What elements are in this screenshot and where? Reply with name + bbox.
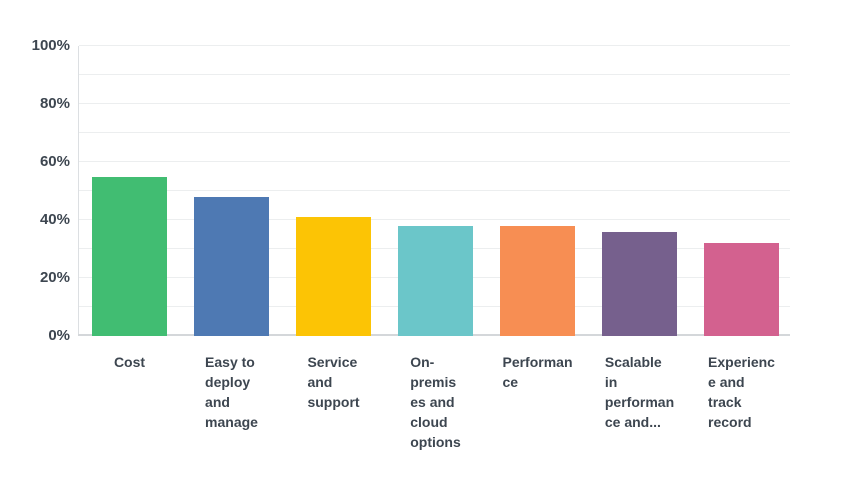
x-category-label-6: Scalable in performan ce and...: [604, 354, 675, 430]
y-tick-label-80: 80%: [39, 95, 70, 112]
x-category-label-4: On- premis es and cloud options: [410, 354, 461, 450]
x-category-label-7: Experienc e and track record: [708, 354, 775, 430]
y-axis-line: [78, 46, 79, 336]
gridline-40: [79, 219, 790, 220]
y-tick-label-100: 100%: [31, 37, 70, 54]
gridline-70: [79, 132, 790, 133]
gridline-50: [79, 190, 790, 191]
bar-easy-to-deploy-and-manage: [194, 196, 269, 336]
bar-service-and-support: [296, 217, 371, 336]
x-category-label-2: Easy to deploy and manage: [205, 354, 258, 430]
x-category-label-1: Cost: [113, 354, 146, 370]
y-tick-label-60: 60%: [39, 153, 70, 170]
y-tick-label-20: 20%: [39, 269, 70, 286]
bar-experience-and-track-record: [704, 243, 779, 336]
bar-performance: [500, 225, 575, 336]
x-category-label-3: Service and support: [307, 354, 360, 410]
y-tick-label-0: 0%: [48, 327, 70, 344]
x-category-label-5: Performan ce: [502, 354, 573, 390]
gridline-100: [79, 45, 790, 46]
bar-on-premises-and-cloud-options: [398, 225, 473, 336]
bar-scalable-in-performance-and: [602, 231, 677, 336]
gridline-80: [79, 103, 790, 104]
y-tick-label-40: 40%: [39, 211, 70, 228]
bar-cost: [92, 176, 167, 336]
gridline-60: [79, 161, 790, 162]
plot-area: [78, 45, 790, 336]
gridline-90: [79, 74, 790, 75]
